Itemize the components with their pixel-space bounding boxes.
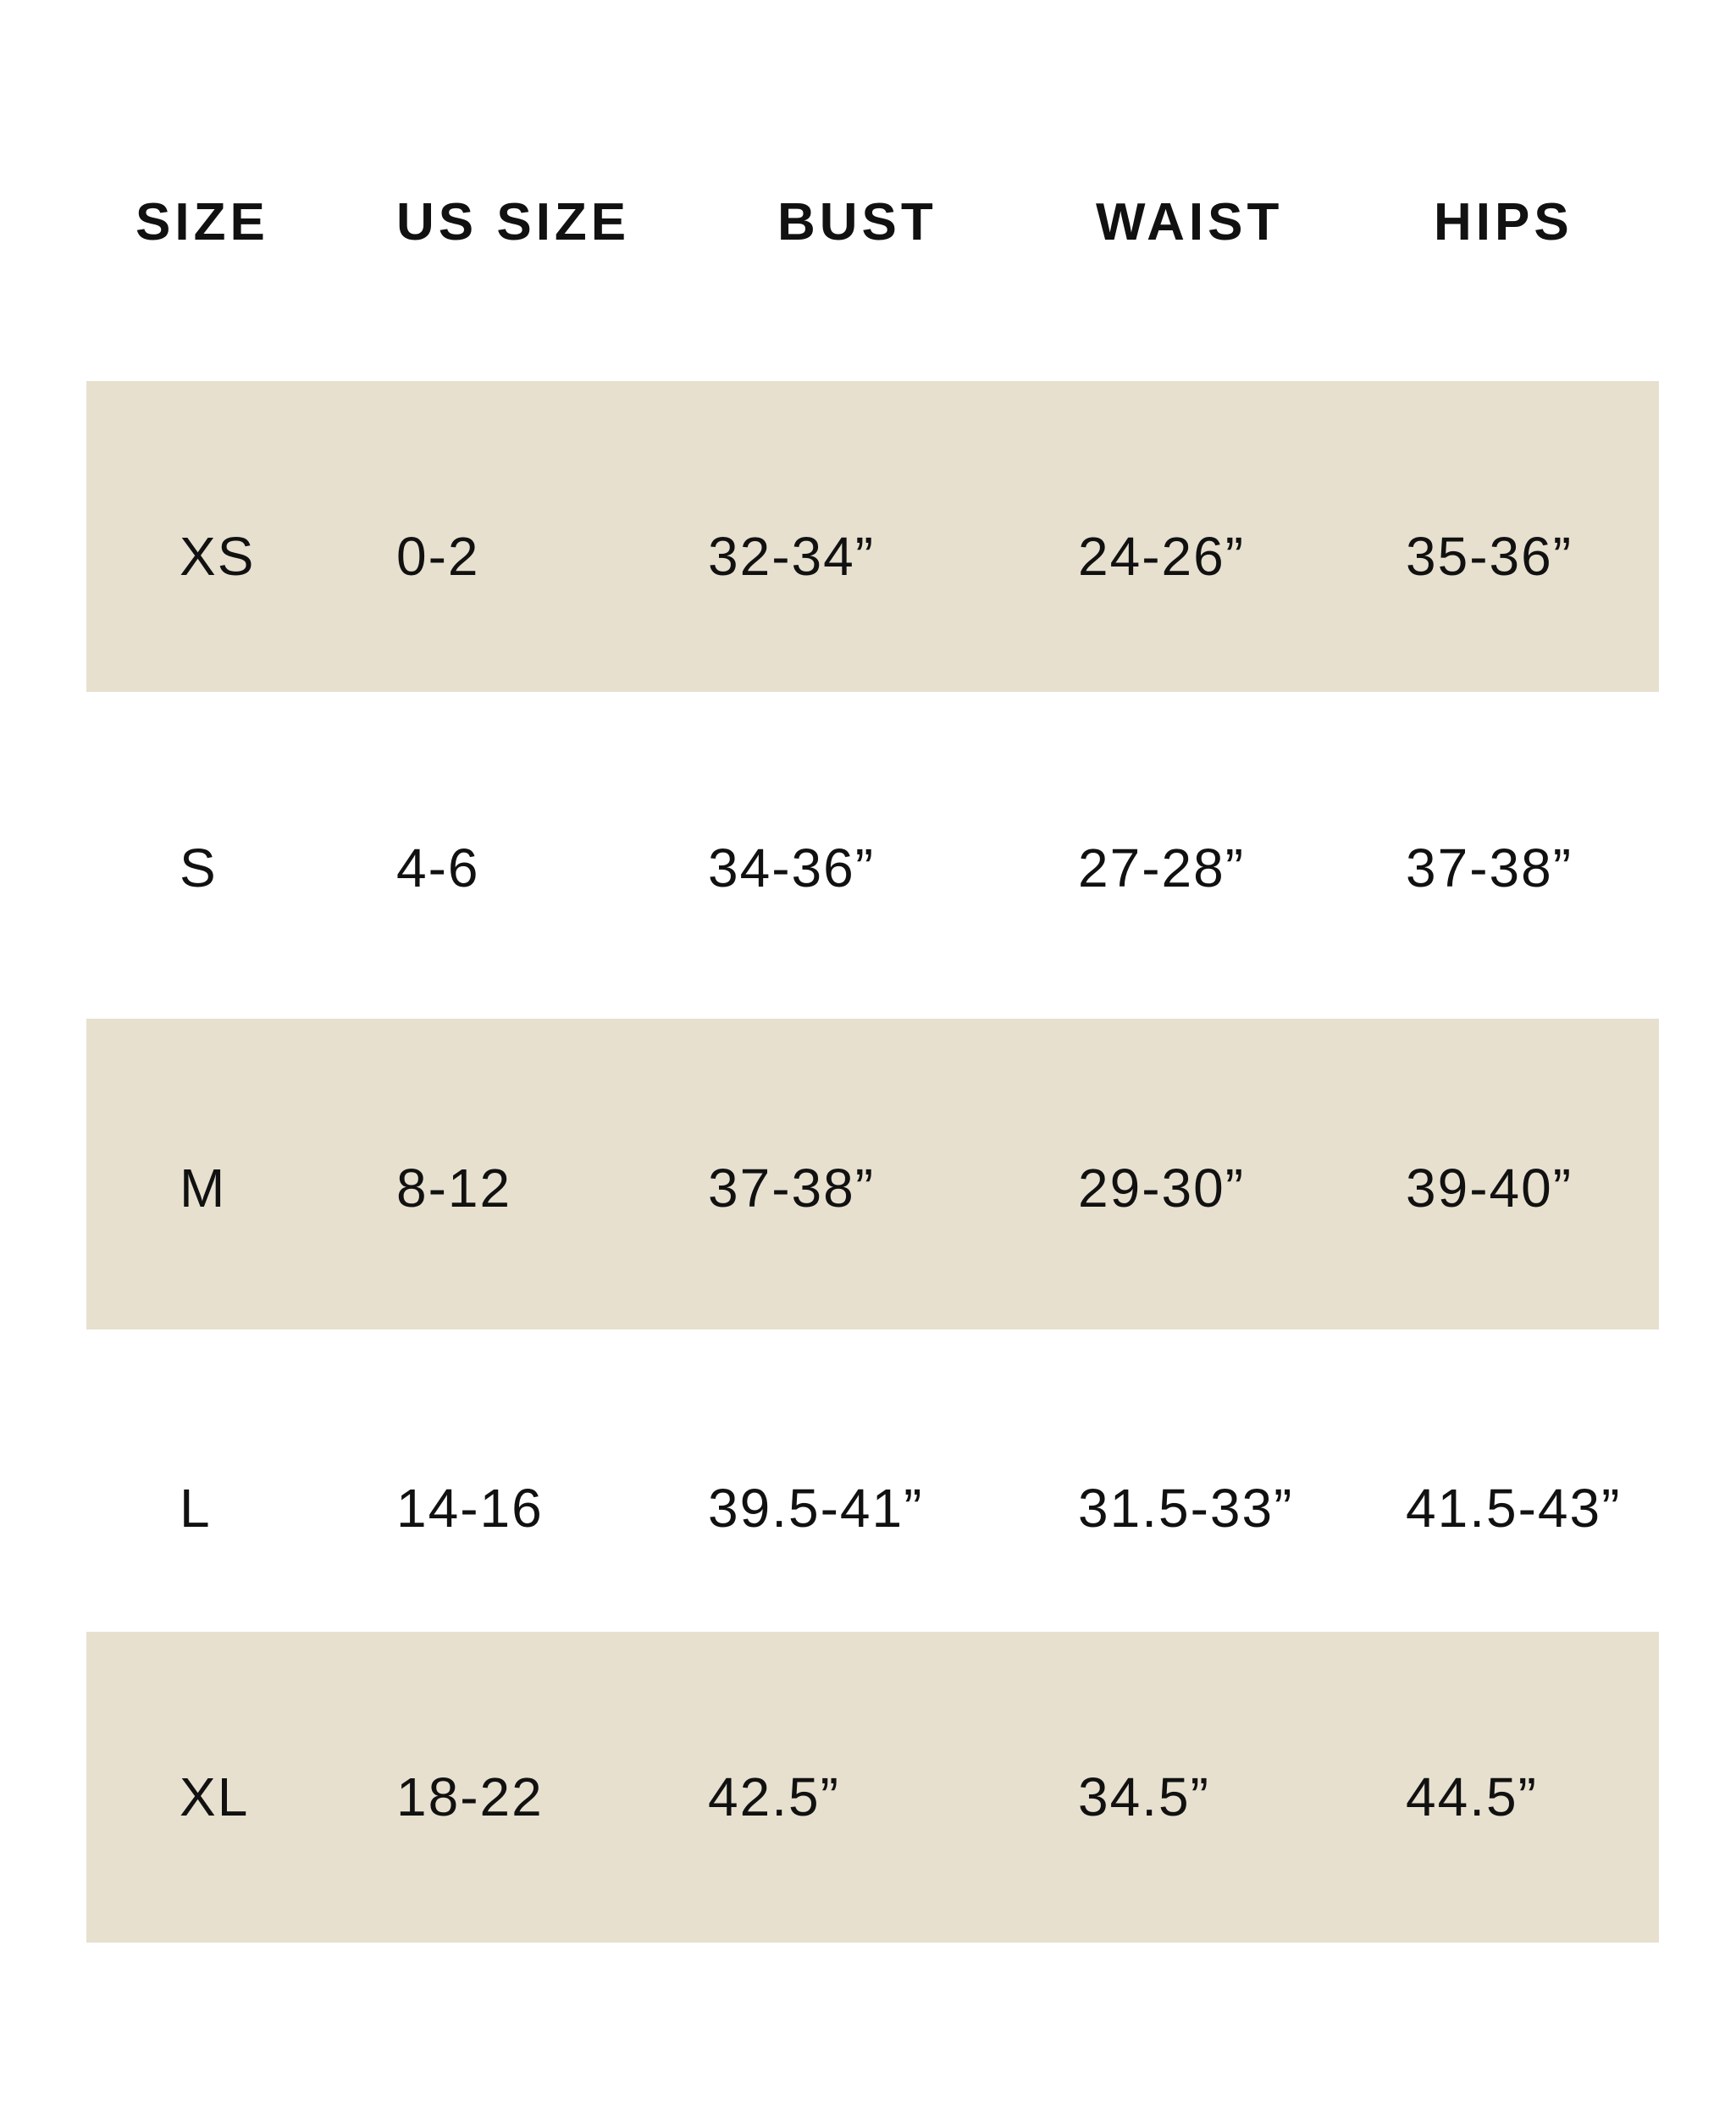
table-row: S 4-6 34-36” 27-28” 37-38”	[0, 834, 1736, 902]
cell-waist: 27-28”	[1078, 837, 1245, 898]
cell-us-size: 0-2	[396, 526, 480, 587]
cell-hips: 37-38”	[1406, 837, 1573, 898]
table-row: XS 0-2 32-34” 24-26” 35-36”	[0, 522, 1736, 590]
cell-bust: 34-36”	[708, 837, 875, 898]
cell-waist: 34.5”	[1078, 1766, 1210, 1827]
header-waist: WAIST	[1096, 193, 1284, 251]
header-us-size: US SIZE	[396, 193, 631, 251]
cell-hips: 44.5”	[1406, 1766, 1538, 1827]
cell-size: S	[180, 837, 218, 898]
cell-bust: 42.5”	[708, 1766, 840, 1827]
cell-waist: 24-26”	[1078, 526, 1245, 587]
row-band	[86, 1019, 1659, 1329]
header-hips: HIPS	[1434, 193, 1573, 251]
cell-bust: 39.5-41”	[708, 1478, 924, 1539]
cell-waist: 31.5-33”	[1078, 1478, 1294, 1539]
cell-size: L	[180, 1478, 212, 1539]
cell-bust: 32-34”	[708, 526, 875, 587]
header-bust: BUST	[777, 193, 937, 251]
cell-us-size: 18-22	[396, 1766, 544, 1827]
table-row: M 8-12 37-38” 29-30” 39-40”	[0, 1154, 1736, 1222]
row-band	[86, 1632, 1659, 1943]
cell-hips: 41.5-43”	[1406, 1478, 1622, 1539]
cell-size: XS	[180, 526, 256, 587]
cell-size: XL	[180, 1766, 250, 1827]
cell-us-size: 14-16	[396, 1478, 544, 1539]
cell-bust: 37-38”	[708, 1158, 875, 1219]
table-row: XL 18-22 42.5” 34.5” 44.5”	[0, 1763, 1736, 1831]
cell-waist: 29-30”	[1078, 1158, 1245, 1219]
cell-size: M	[180, 1158, 227, 1219]
row-band	[86, 381, 1659, 692]
cell-us-size: 8-12	[396, 1158, 512, 1219]
cell-hips: 39-40”	[1406, 1158, 1573, 1219]
table-row: L 14-16 39.5-41” 31.5-33” 41.5-43”	[0, 1474, 1736, 1542]
header-size: SIZE	[135, 193, 269, 251]
cell-hips: 35-36”	[1406, 526, 1573, 587]
cell-us-size: 4-6	[396, 837, 480, 898]
